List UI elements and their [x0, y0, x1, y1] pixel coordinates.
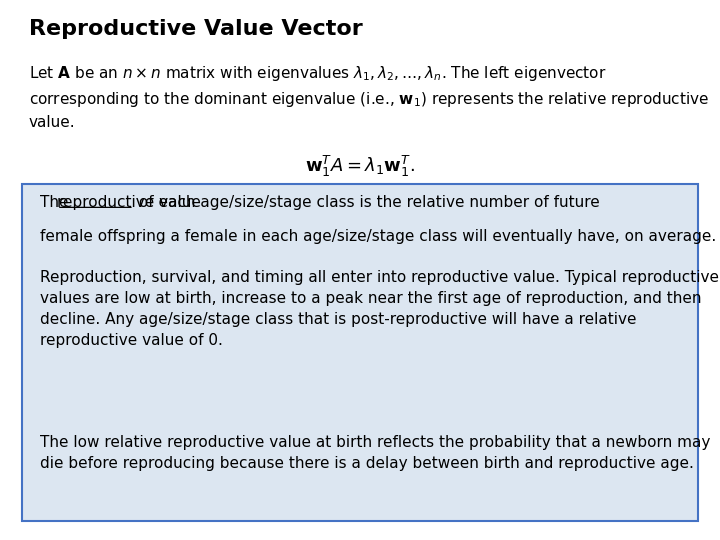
Text: of each age/size/stage class is the relative number of future: of each age/size/stage class is the rela…: [134, 195, 600, 211]
Text: Reproduction, survival, and timing all enter into reproductive value. Typical re: Reproduction, survival, and timing all e…: [40, 270, 719, 348]
Text: The low relative reproductive value at birth reflects the probability that a new: The low relative reproductive value at b…: [40, 435, 710, 471]
Text: reproductive value: reproductive value: [57, 195, 201, 211]
Text: Reproductive Value Vector: Reproductive Value Vector: [29, 19, 363, 39]
FancyBboxPatch shape: [22, 184, 698, 521]
Text: The: The: [40, 195, 73, 211]
Text: Let $\mathbf{A}$ be an $n \times n$ matrix with eigenvalues $\lambda_1, \lambda_: Let $\mathbf{A}$ be an $n \times n$ matr…: [29, 64, 708, 130]
Text: female offspring a female in each age/size/stage class will eventually have, on : female offspring a female in each age/si…: [40, 230, 716, 245]
Text: $\mathbf{w}_1^T A = \lambda_1 \mathbf{w}_1^T.$: $\mathbf{w}_1^T A = \lambda_1 \mathbf{w}…: [305, 154, 415, 179]
